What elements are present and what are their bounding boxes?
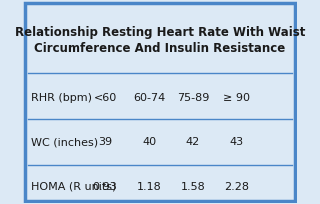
Text: 40: 40 [142, 137, 156, 147]
Text: 2.28: 2.28 [224, 182, 250, 192]
Text: Relationship Resting Heart Rate With Waist
Circumference And Insulin Resistance: Relationship Resting Heart Rate With Wai… [15, 26, 305, 54]
Text: HOMA (R units): HOMA (R units) [31, 182, 116, 192]
Text: 43: 43 [230, 137, 244, 147]
Text: 1.58: 1.58 [180, 182, 205, 192]
Text: 60-74: 60-74 [133, 93, 165, 103]
Text: 39: 39 [98, 137, 112, 147]
Text: <60: <60 [93, 93, 117, 103]
Text: ≥ 90: ≥ 90 [223, 93, 251, 103]
Text: WC (inches): WC (inches) [31, 137, 98, 147]
Text: 75-89: 75-89 [177, 93, 209, 103]
Text: 42: 42 [186, 137, 200, 147]
Text: RHR (bpm): RHR (bpm) [31, 93, 92, 103]
Text: 1.18: 1.18 [137, 182, 161, 192]
FancyBboxPatch shape [25, 3, 295, 201]
Text: 0.93: 0.93 [93, 182, 117, 192]
